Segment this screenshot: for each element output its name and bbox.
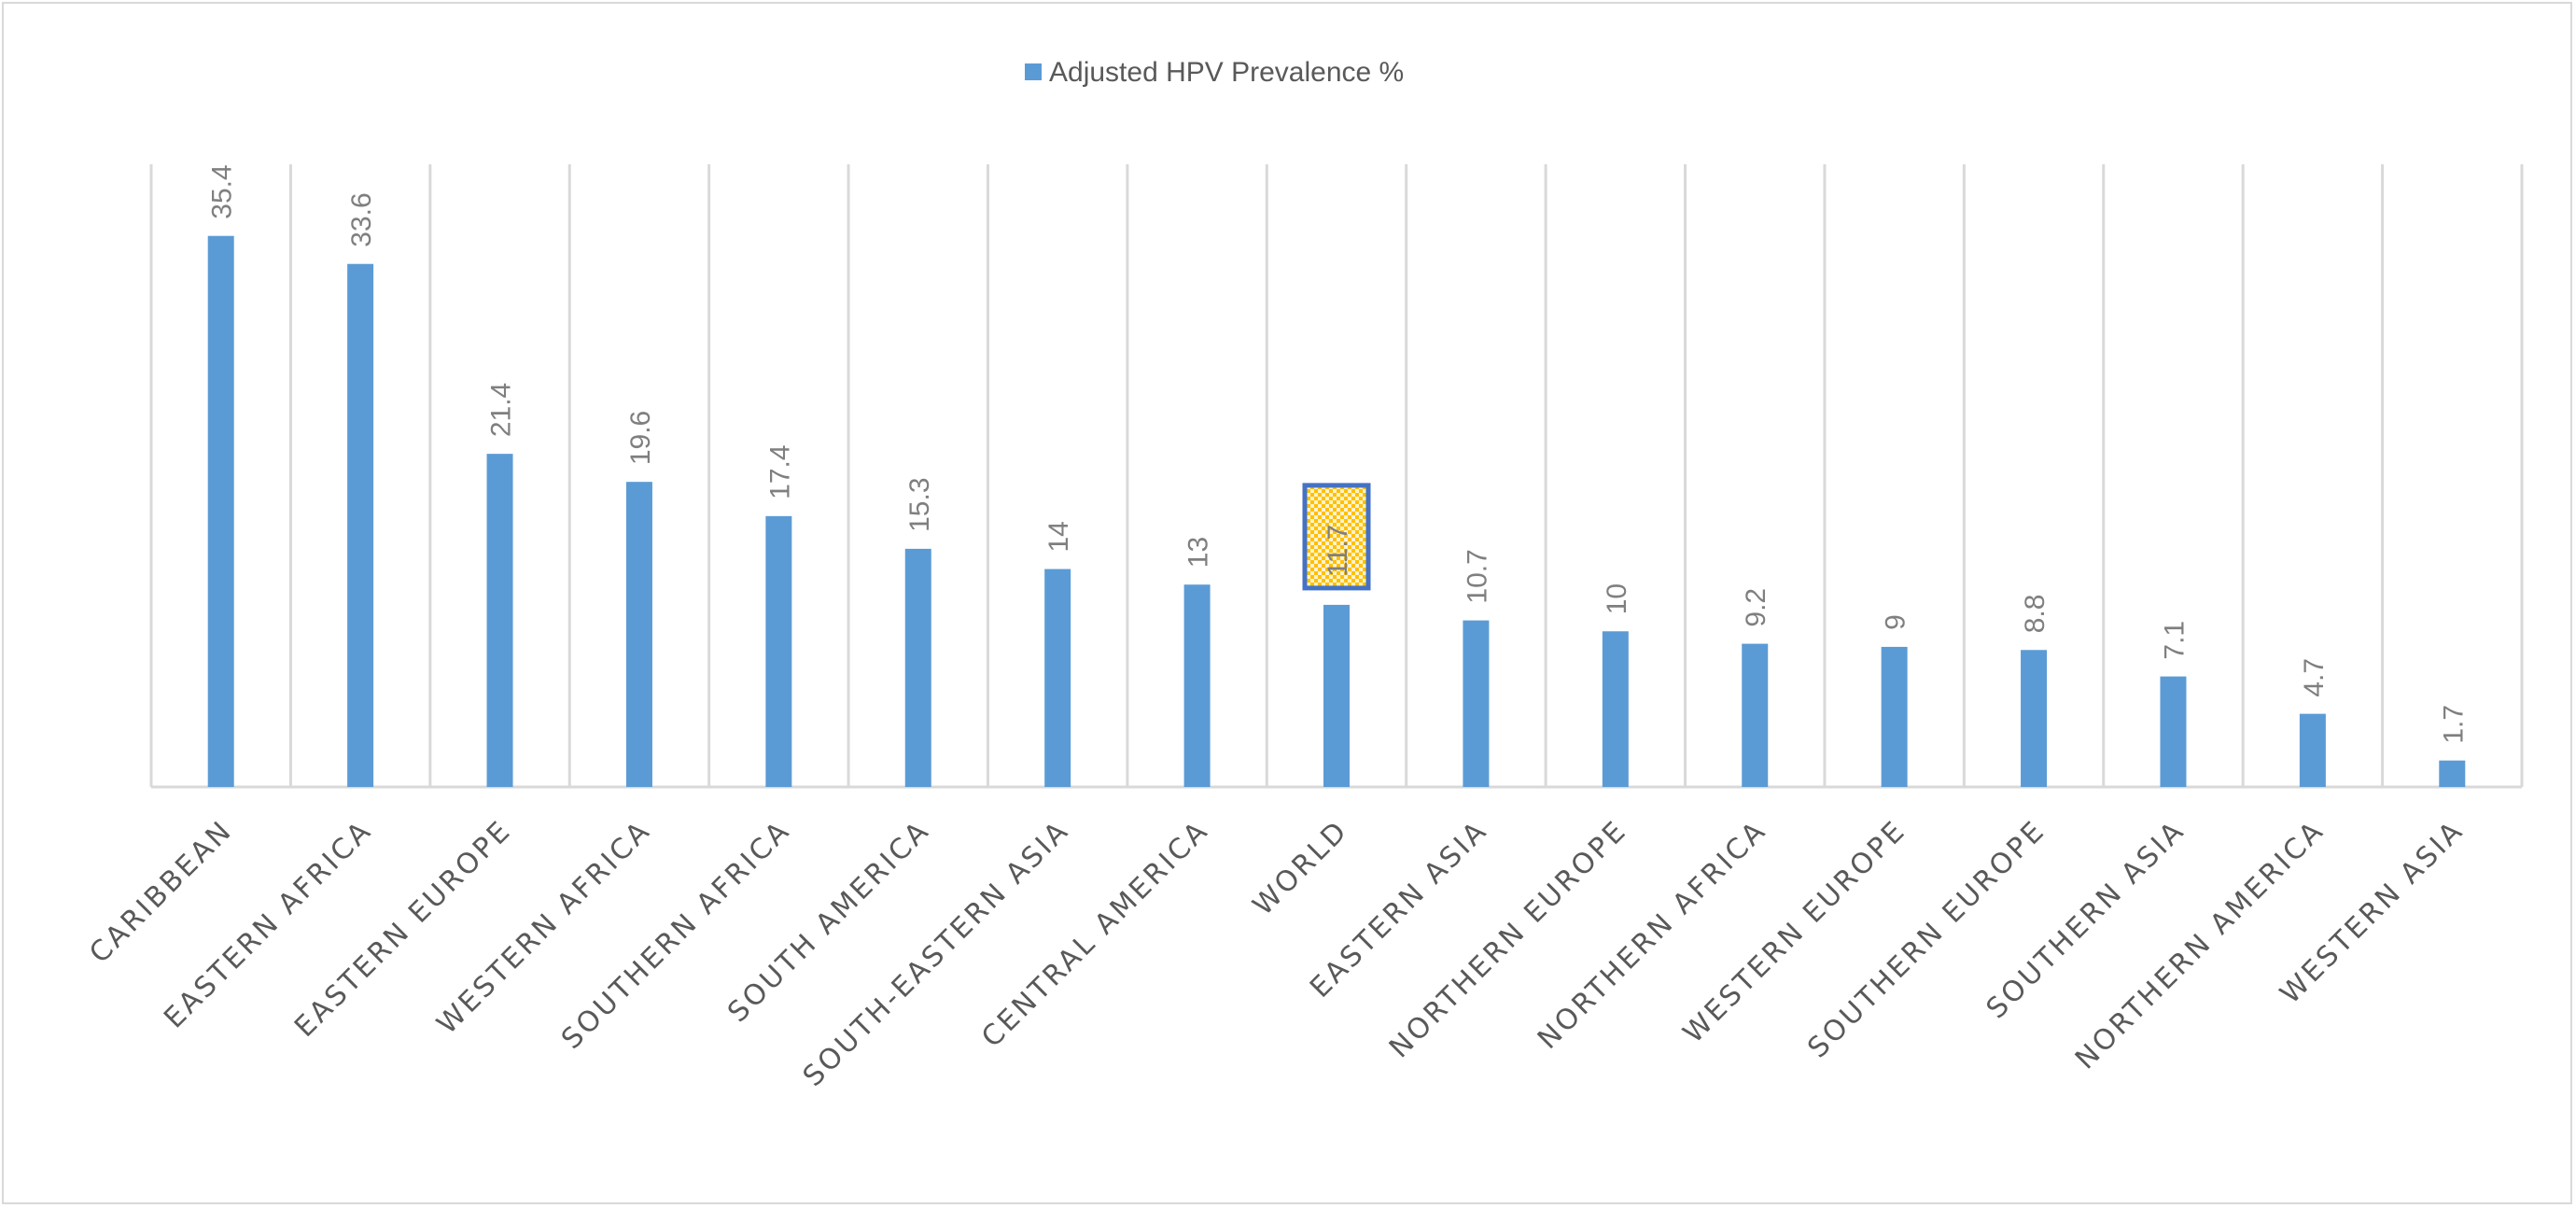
data-label: 14 (1043, 521, 1074, 552)
data-label: 8.8 (2020, 595, 2051, 634)
category-label: WORLD (1247, 814, 1355, 922)
category-label: NORTHERN EUROPE (1383, 814, 1634, 1065)
data-label: 9.2 (1741, 588, 1771, 627)
bar-south-eastern-asia (1044, 569, 1071, 787)
data-label: 13 (1183, 537, 1214, 568)
bar-western-asia (2439, 760, 2466, 787)
data-label: 11.7 (1323, 525, 1353, 577)
data-label: 9 (1881, 614, 1911, 630)
bar-western-africa (625, 482, 652, 787)
data-label: 10 (1602, 583, 1632, 614)
data-label: 35.4 (207, 164, 238, 218)
category-label: SOUTH-EASTERN ASIA (797, 814, 1076, 1093)
data-label: 10.7 (1462, 549, 1492, 603)
bar-northern-africa (1742, 643, 1769, 787)
bar-eastern-europe (486, 454, 513, 787)
category-label: NORTHERN AMERICA (2069, 814, 2331, 1076)
data-label: 33.6 (346, 192, 377, 246)
data-label: 21.4 (486, 383, 517, 437)
bar-world (1323, 604, 1350, 787)
category-label: WESTERN EUROPE (1677, 814, 1913, 1050)
data-label: 19.6 (625, 411, 656, 465)
bar-eastern-asia (1463, 620, 1490, 787)
data-label: 17.4 (764, 444, 795, 499)
data-label: 15.3 (904, 477, 935, 531)
data-label: 1.7 (2438, 705, 2469, 744)
category-label: SOUTHERN AFRICA (555, 814, 797, 1056)
highlight-label-box (1302, 483, 1371, 591)
bar-caribbean (207, 235, 234, 787)
category-label: NORTHERN AFRICA (1532, 814, 1773, 1056)
legend: Adjusted HPV Prevalence % (1025, 57, 1404, 88)
legend-label: Adjusted HPV Prevalence % (1049, 57, 1404, 88)
bar-central-america (1183, 584, 1211, 787)
data-label: 4.7 (2299, 658, 2330, 697)
data-label: 7.1 (2159, 621, 2190, 660)
bar-western-europe (1881, 646, 1908, 787)
bar-southern-asia (2160, 676, 2187, 787)
bar-southern-africa (765, 515, 792, 787)
bar-southern-europe (2021, 650, 2048, 787)
category-label: CARIBBEAN (83, 814, 239, 970)
category-label: CENTRAL AMERICA (975, 814, 1215, 1054)
bar-south-america (904, 548, 931, 787)
bar-eastern-africa (347, 263, 374, 788)
bar-northern-america (2299, 713, 2326, 787)
bar-northern-europe (1602, 631, 1629, 787)
category-label: SOUTHERN EUROPE (1801, 814, 2051, 1064)
legend-swatch (1025, 63, 1042, 80)
